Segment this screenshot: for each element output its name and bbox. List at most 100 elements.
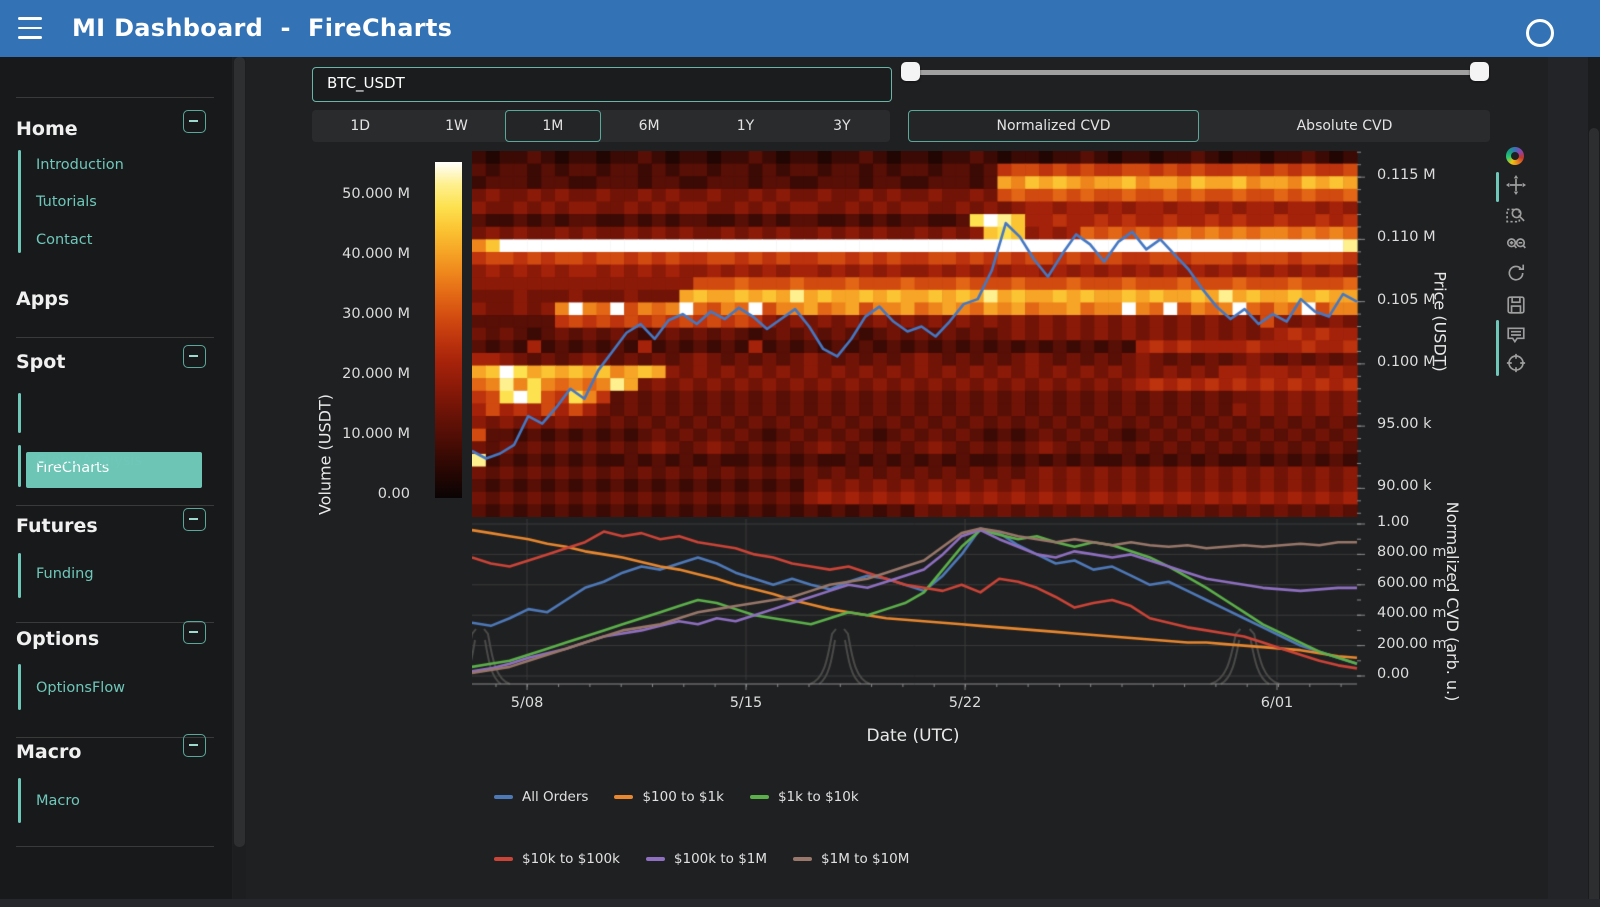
pan-icon[interactable] — [1506, 175, 1526, 195]
slider-handle-right[interactable] — [1470, 62, 1489, 81]
range-button-bar: 1D 1W 1M 6M 1Y 3Y — [312, 110, 890, 142]
sidebar-item-label: FireCharts — [36, 460, 110, 476]
range-button-1m[interactable]: 1M — [504, 110, 601, 142]
collapse-futures-button[interactable] — [183, 508, 206, 531]
date-tick-label: 5/08 — [510, 695, 544, 711]
range-button-1w[interactable]: 1W — [408, 110, 504, 142]
sidebar-item-globalanalysis[interactable]: GlobalAnalysis — [36, 453, 142, 469]
range-button-3y[interactable]: 3Y — [794, 110, 890, 142]
volume-tick-label: 50.000 M — [342, 186, 410, 202]
header-bar: MI Dashboard - FireCharts — [0, 0, 1600, 57]
sidebar-item-optionsflow[interactable]: OptionsFlow — [36, 680, 126, 696]
page-title: MI Dashboard - FireCharts — [72, 14, 453, 42]
active-mode-indicator — [1496, 320, 1499, 376]
slider-handle-left[interactable] — [901, 62, 920, 81]
divider — [16, 505, 214, 506]
legend-row-1: All Orders $100 to $1k $1k to $10k — [494, 789, 859, 805]
legend-item[interactable]: $100 to $1k — [614, 789, 724, 805]
collapse-spot-button[interactable] — [183, 345, 206, 368]
sidebar-item-introduction[interactable]: Introduction — [36, 157, 124, 173]
volume-tick-label: 0.00 — [377, 486, 410, 502]
sidebar-section-home: Home — [16, 118, 78, 140]
price-axis-title: Price (USDT) — [1430, 271, 1450, 372]
range-button-1y[interactable]: 1Y — [697, 110, 793, 142]
absolute-cvd-button[interactable]: Absolute CVD — [1199, 110, 1490, 142]
divider — [16, 737, 214, 738]
date-range-slider-track[interactable] — [908, 70, 1488, 75]
section-indicator-bar — [18, 393, 21, 433]
legend-item[interactable]: $1M to $10M — [793, 851, 909, 867]
divider — [16, 97, 214, 98]
legend-swatch — [494, 795, 513, 799]
legend-swatch — [494, 857, 513, 861]
legend-label: $1k to $10k — [777, 789, 859, 805]
sidebar-section-options: Options — [16, 628, 100, 650]
cvd-chart-canvas[interactable] — [472, 519, 1372, 694]
sidebar-item-macro[interactable]: Macro — [36, 793, 80, 809]
legend-swatch — [645, 857, 665, 861]
cvd-tick-label: 200.00 m — [1377, 635, 1447, 652]
crosshair-spikes-icon[interactable] — [1506, 353, 1526, 373]
collapse-home-button[interactable] — [183, 110, 206, 133]
legend-label: $10k to $100k — [522, 851, 620, 867]
divider — [16, 337, 214, 338]
hover-tooltip-icon[interactable] — [1506, 325, 1526, 345]
price-tick-label: 0.115 M — [1377, 167, 1436, 184]
cvd-tick-label: 600.00 m — [1377, 574, 1447, 591]
sidebar: Home Introduction Tutorials Contact Apps… — [0, 57, 232, 907]
page-scrollbar-thumb[interactable] — [1589, 128, 1599, 907]
sidebar-section-futures: Futures — [16, 515, 98, 537]
legend-swatch — [614, 795, 634, 799]
volume-tick-label: 40.000 M — [342, 246, 410, 262]
box-zoom-icon[interactable] — [1506, 205, 1526, 225]
date-tick-label: 5/22 — [948, 695, 982, 711]
hamburger-menu-icon[interactable] — [18, 17, 42, 39]
volume-heatmap-canvas[interactable] — [472, 151, 1372, 517]
section-indicator-bar — [18, 445, 21, 487]
account-circle-icon[interactable] — [1526, 19, 1554, 47]
zoom-in-out-icon[interactable] — [1506, 235, 1526, 255]
active-mode-indicator — [1496, 172, 1499, 202]
horizontal-scrollbar[interactable] — [0, 899, 1600, 907]
legend-item[interactable]: $100k to $1M — [645, 851, 768, 867]
divider — [16, 622, 214, 623]
legend-item[interactable]: All Orders — [494, 789, 588, 805]
cvd-tick-label: 400.00 m — [1377, 605, 1447, 622]
legend-label: $100 to $1k — [642, 789, 724, 805]
date-tick-label: 6/01 — [1260, 695, 1294, 711]
plotly-logo-icon[interactable] — [1506, 147, 1524, 165]
range-button-6m[interactable]: 6M — [601, 110, 697, 142]
volume-tick-label: 30.000 M — [342, 306, 410, 322]
sidebar-item-funding[interactable]: Funding — [36, 566, 94, 582]
sidebar-scrollbar-thumb[interactable] — [234, 57, 245, 847]
legend-label: $100k to $1M — [673, 851, 768, 867]
price-tick-label: 0.105 M — [1377, 291, 1436, 308]
sidebar-item-contact[interactable]: Contact — [36, 232, 93, 248]
normalized-cvd-button[interactable]: Normalized CVD — [908, 110, 1199, 142]
legend-item[interactable]: $1k to $10k — [749, 789, 859, 805]
collapse-macro-button[interactable] — [183, 734, 206, 757]
cvd-tick-label: 0.00 — [1377, 666, 1410, 682]
legend-label: $1M to $10M — [821, 851, 910, 867]
reset-axes-icon[interactable] — [1506, 263, 1526, 283]
date-axis-title: Date (UTC) — [866, 726, 960, 746]
collapse-options-button[interactable] — [183, 621, 206, 644]
sidebar-section-spot: Spot — [16, 351, 66, 373]
save-icon[interactable] — [1506, 295, 1526, 315]
cvd-tick-label: 1.00 — [1377, 514, 1410, 530]
range-button-1d[interactable]: 1D — [312, 110, 408, 142]
legend-item[interactable]: $10k to $100k — [494, 851, 620, 867]
cvd-tick-label: 800.00 m — [1377, 544, 1447, 561]
legend-swatch — [749, 795, 769, 799]
volume-tick-label: 10.000 M — [342, 426, 410, 442]
sidebar-section-apps: Apps — [16, 288, 70, 310]
sidebar-item-tutorials[interactable]: Tutorials — [36, 194, 97, 210]
price-tick-label: 95.00 k — [1377, 416, 1432, 433]
price-tick-label: 0.110 M — [1377, 229, 1436, 246]
volume-colorbar — [435, 162, 462, 498]
ticker-input[interactable] — [325, 73, 879, 93]
volume-axis-title: Volume (USDT) — [315, 393, 335, 516]
sidebar-section-macro: Macro — [16, 741, 82, 763]
sidebar-item-firecharts[interactable]: FireCharts — [26, 452, 202, 488]
